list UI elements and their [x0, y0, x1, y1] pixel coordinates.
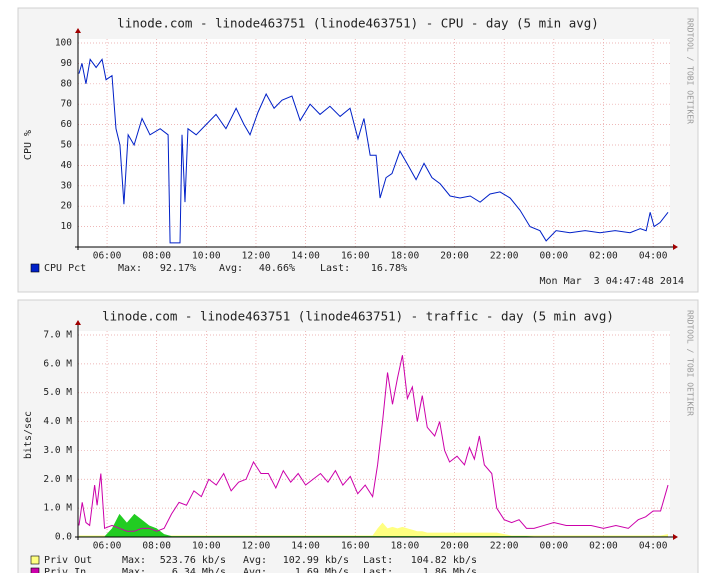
y-tick-label: 90 — [61, 58, 73, 69]
legend-swatch — [30, 263, 40, 273]
legend-stat: Last: — [320, 263, 350, 274]
x-tick-label: 06:00 — [93, 251, 122, 262]
x-tick-label: 08:00 — [142, 541, 171, 552]
legend-stat: Avg: — [243, 555, 267, 566]
legend-stat: Last: — [363, 567, 393, 573]
y-tick-label: 100 — [55, 38, 72, 49]
y-tick-label: 4.0 M — [43, 416, 72, 427]
x-tick-label: 04:00 — [639, 541, 668, 552]
x-tick-label: 18:00 — [391, 251, 420, 262]
y-tick-label: 5.0 M — [43, 387, 72, 398]
y-tick-label: 3.0 M — [43, 445, 72, 456]
y-tick-label: 40 — [61, 160, 73, 171]
side-note: RRDTOOL / TOBI OETIKER — [686, 18, 695, 124]
x-tick-label: 16:00 — [341, 541, 370, 552]
legend-stat: 1.86 Mb/s — [423, 567, 477, 573]
x-tick-label: 14:00 — [291, 541, 320, 552]
legend-stat: 102.99 kb/s — [283, 555, 349, 566]
x-tick-label: 08:00 — [142, 251, 171, 262]
legend-label: Priv In — [44, 567, 86, 573]
x-tick-label: 20:00 — [440, 541, 469, 552]
area — [78, 513, 669, 537]
legend-stat: Max: — [122, 555, 146, 566]
side-note: RRDTOOL / TOBI OETIKER — [686, 310, 695, 416]
legend-stat: Avg: — [219, 263, 243, 274]
legend-stat: 523.76 kb/s — [160, 555, 226, 566]
line — [78, 355, 669, 532]
x-tick-label: 14:00 — [291, 251, 320, 262]
legend-stat: 92.17% — [160, 263, 196, 274]
chart-title: linode.com - linode463751 (linode463751)… — [117, 16, 599, 31]
x-tick-label: 04:00 — [639, 251, 668, 262]
legend-stat: 16.78% — [371, 263, 407, 274]
x-tick-label: 12:00 — [242, 541, 271, 552]
y-tick-label: 1.0 M — [43, 503, 72, 514]
y-tick-label: 50 — [61, 140, 73, 151]
y-tick-label: 60 — [61, 119, 73, 130]
plot-area — [78, 39, 670, 247]
x-tick-label: 06:00 — [93, 541, 122, 552]
y-tick-label: 70 — [61, 99, 73, 110]
legend-stat: 104.82 kb/s — [411, 555, 477, 566]
y-tick-label: 0.0 — [55, 532, 72, 543]
x-tick-label: 12:00 — [242, 251, 271, 262]
legend-stat: Last: — [363, 555, 393, 566]
legend-label: Priv Out — [44, 555, 92, 566]
x-tick-label: 16:00 — [341, 251, 370, 262]
y-tick-label: 6.0 M — [43, 358, 72, 369]
x-tick-label: 22:00 — [490, 541, 519, 552]
axis-arrow — [673, 244, 678, 250]
y-tick-label: 10 — [61, 221, 73, 232]
legend-stat: Max: — [118, 263, 142, 274]
x-tick-label: 22:00 — [490, 251, 519, 262]
line — [78, 58, 669, 244]
legend-stat: 6.34 Mb/s — [172, 567, 226, 573]
legend-swatch — [30, 555, 40, 565]
timestamp: Mon Mar 3 04:47:48 2014 — [540, 276, 685, 287]
axis-arrow — [75, 320, 81, 325]
x-tick-label: 00:00 — [540, 541, 569, 552]
x-tick-label: 10:00 — [192, 251, 221, 262]
y-tick-label: 30 — [61, 180, 73, 191]
y-tick-label: 2.0 M — [43, 474, 72, 485]
x-tick-label: 02:00 — [589, 541, 618, 552]
y-tick-label: 7.0 M — [43, 330, 72, 341]
legend-swatch — [30, 567, 40, 573]
plot-area — [78, 331, 670, 537]
legend-stat: 40.66% — [259, 263, 295, 274]
chart-title: linode.com - linode463751 (linode463751)… — [102, 309, 614, 324]
y-axis-label: bits/sec — [23, 411, 34, 459]
x-tick-label: 18:00 — [391, 541, 420, 552]
axis-arrow — [673, 534, 678, 540]
x-tick-label: 20:00 — [440, 251, 469, 262]
y-tick-label: 80 — [61, 78, 73, 89]
legend-stat: Max: — [122, 567, 146, 573]
legend-stat: 1.69 Mb/s — [295, 567, 349, 573]
y-axis-label: CPU % — [23, 130, 34, 160]
legend-stat: Avg: — [243, 567, 267, 573]
legend-label: CPU Pct — [44, 263, 86, 274]
axis-arrow — [75, 28, 81, 33]
x-tick-label: 02:00 — [589, 251, 618, 262]
x-tick-label: 10:00 — [192, 541, 221, 552]
x-tick-label: 00:00 — [540, 251, 569, 262]
y-tick-label: 20 — [61, 201, 73, 212]
